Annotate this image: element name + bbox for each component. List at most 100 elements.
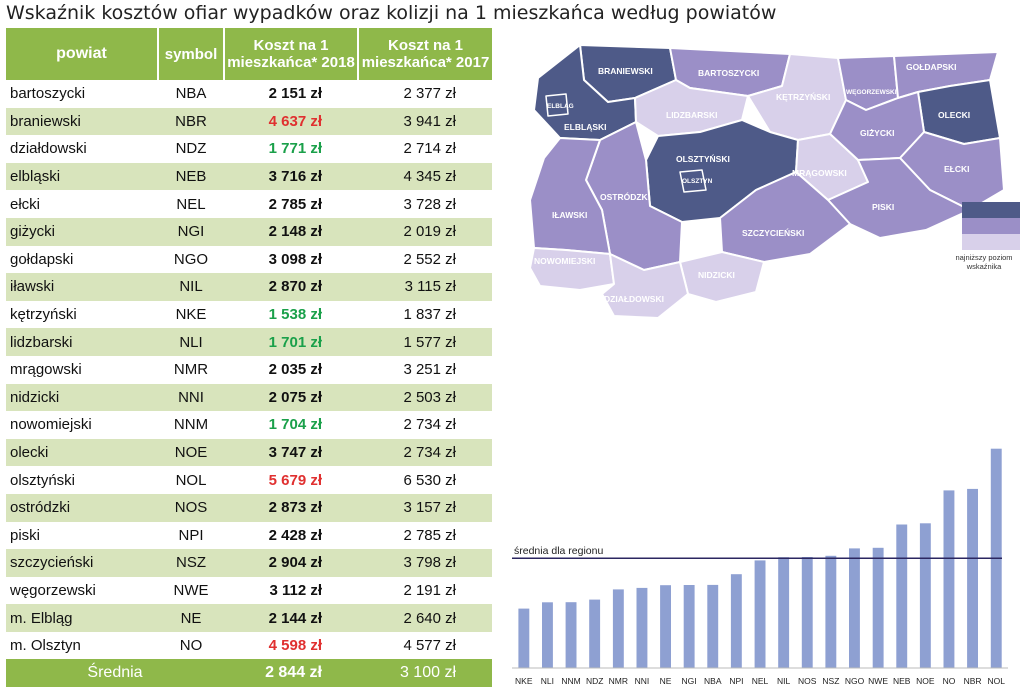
cell-symbol: NOE (158, 438, 224, 467)
cell-powiat: gołdapski (10, 250, 74, 268)
table-row: działdowski NDZ 1 771 zł 2 714 zł (6, 135, 492, 163)
table-row: kętrzyński NKE 1 538 zł 1 837 zł (6, 301, 492, 329)
map-label-wegorzewski: WĘGORZEWSKI (846, 89, 897, 96)
cell-cost-2017: 2 019 zł (358, 217, 492, 246)
average-label: Średnia (6, 659, 224, 688)
cell-symbol: NMR (173, 361, 209, 379)
legend-swatch-high (962, 202, 1020, 218)
cell-cost-2018: 3 747 zł (224, 438, 358, 467)
cell-symbol: NOS (158, 493, 224, 522)
map-region-olsztyn (679, 169, 707, 193)
cell-cost-2018: 2 904 zł (224, 549, 358, 577)
cell-powiat: m. Olsztyn (10, 637, 81, 655)
cell-powiat: lidzbarski (6, 328, 158, 356)
cell-symbol: NDZ (175, 140, 207, 158)
bar-ndz (589, 599, 601, 668)
cell-cost-2017: 3 157 zł (358, 493, 492, 522)
cell-symbol: NBR (158, 107, 224, 136)
cell-cost-2018: 3 098 zł (268, 250, 322, 268)
cell-powiat: m. Elbląg (6, 604, 158, 632)
x-tick-label: NMR (609, 676, 628, 686)
cell-powiat: mrągowski (10, 361, 82, 379)
table-row: nowomiejski NNM 1 704 zł 2 734 zł (6, 411, 492, 439)
bar-neb (896, 524, 908, 668)
x-tick-label: NGO (845, 676, 865, 686)
cell-powiat: piski (10, 526, 41, 544)
table-row: ostródzki NOS 2 873 zł 3 157 zł (6, 493, 492, 522)
cell-powiat: ełcki (10, 195, 41, 213)
county-map: BRANIEWSKI BARTOSZYCKI GOŁDAPSKI WĘGORZE… (529, 44, 1005, 319)
x-tick-label: NLI (541, 676, 554, 686)
x-tick-label: NNM (561, 676, 580, 686)
cell-cost-2017: 2 377 zł (403, 85, 456, 103)
bar-nos (801, 557, 813, 668)
cell-cost-2018: 2 148 zł (224, 217, 358, 246)
table-row: ełcki NEL 2 785 zł 3 728 zł (6, 190, 492, 218)
map-label-ostrodzki: OSTRÓDZKI (600, 191, 650, 202)
bar-nil (778, 557, 790, 668)
table-row: m. Olsztyn NO 4 598 zł 4 577 zł (6, 632, 492, 660)
cell-cost-2017: 4 345 zł (358, 162, 492, 191)
cell-symbol: NO (179, 637, 203, 655)
x-tick-label: NOS (798, 676, 817, 686)
bar-nnm (565, 602, 577, 668)
x-tick-label: NWE (868, 676, 888, 686)
bar-noe (919, 523, 931, 668)
header-powiat: powiat (6, 28, 159, 80)
cell-cost-2018: 5 679 zł (268, 471, 322, 489)
table-row: elbląski NEB 3 716 zł 4 345 zł (6, 162, 492, 191)
x-tick-label: NKE (515, 676, 533, 686)
cell-symbol: NIL (158, 273, 224, 301)
cell-symbol: NLI (158, 328, 224, 356)
cell-cost-2018: 2 428 zł (268, 526, 322, 544)
cell-cost-2018: 4 637 zł (224, 107, 358, 136)
cell-cost-2018: 2 144 zł (224, 604, 358, 632)
cell-cost-2018: 2 870 zł (224, 273, 358, 301)
x-tick-label: NOL (987, 676, 1005, 686)
map-label-gizycki: GIŻYCKI (860, 128, 894, 138)
cell-cost-2018: 1 701 zł (224, 328, 358, 356)
cell-cost-2017: 2 714 zł (403, 140, 456, 158)
table-row: olsztyński NOL 5 679 zł 6 530 zł (6, 466, 492, 494)
legend-swatch-medium (962, 218, 1020, 234)
bar-ne (660, 585, 671, 668)
map-label-nowomiejski: NOWOMIEJSKI (534, 256, 595, 266)
cell-powiat: bartoszycki (10, 85, 86, 103)
cell-cost-2018: 2 873 zł (224, 493, 358, 522)
cell-cost-2018: 1 704 zł (268, 416, 322, 434)
table-body: bartoszycki NBA 2 151 zł 2 377 zł braniewski… (6, 80, 492, 659)
cell-symbol: NNM (173, 416, 209, 434)
bar-nke (518, 608, 530, 668)
header-cost-2017: Koszt na 1 mieszkańca* 2017 (358, 28, 492, 80)
table-row: m. Elbląg NE 2 144 zł 2 640 zł (6, 604, 492, 632)
cell-symbol: NE (158, 604, 224, 632)
cell-cost-2017: 3 941 zł (358, 107, 492, 136)
map-region-szczycienski (719, 171, 851, 263)
x-tick-label: NBA (704, 676, 722, 686)
bar-ngi (683, 585, 695, 668)
cell-symbol: NGI (158, 217, 224, 246)
bar-ngo (849, 548, 860, 668)
map-label-braniewski: BRANIEWSKI (598, 66, 653, 76)
map-label-ketrzynski: KĘTRZYŃSKI (776, 92, 830, 102)
map-label-bartoszycki: BARTOSZYCKI (698, 68, 759, 78)
cell-cost-2018: 1 538 zł (268, 306, 322, 324)
cell-cost-2018: 3 112 zł (269, 581, 322, 599)
bar-nni (636, 587, 648, 668)
cell-cost-2017: 2 191 zł (403, 581, 456, 599)
cell-cost-2017: 2 734 zł (358, 438, 492, 467)
cell-symbol: NOL (175, 471, 207, 489)
cell-symbol: NKE (175, 306, 207, 324)
cell-powiat: olsztyński (10, 471, 76, 489)
x-tick-label: NEB (893, 676, 911, 686)
header-cost-2018: Koszt na 1 mieszkańca* 2018 (224, 28, 359, 80)
average-2017: 3 100 zł (358, 659, 492, 688)
bar-chart: NKE NLI NNM NDZ NMR NNI NE NGI NBA NPI NEL NIL NOS NS… (512, 448, 1008, 686)
table-row: węgorzewski NWE 3 112 zł 2 191 zł (6, 577, 492, 605)
legend-swatch-low (962, 234, 1020, 250)
table-row: mrągowski NMR 2 035 zł 3 251 zł (6, 356, 492, 384)
cell-powiat: giżycki (6, 217, 158, 246)
bar-nli (542, 602, 553, 668)
map-label-piski: PISKI (872, 202, 894, 212)
map-label-olsztyn: OLSZTYN (682, 178, 713, 185)
